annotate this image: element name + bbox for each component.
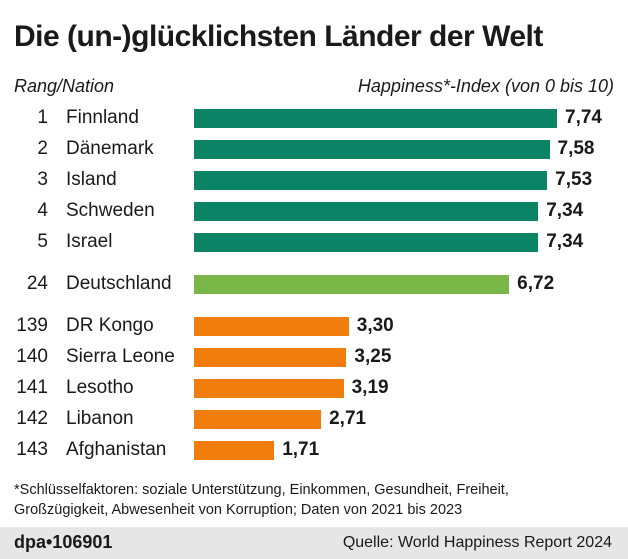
chart-title: Die (un-)glücklichsten Länder der Welt xyxy=(14,20,543,53)
row-header: Rang/Nation xyxy=(14,76,115,96)
nation-label: DR Kongo xyxy=(66,315,154,336)
rank-label: 141 xyxy=(16,377,48,398)
value-label: 7,53 xyxy=(555,169,593,190)
rank-label: 2 xyxy=(37,138,48,159)
value-label: 7,58 xyxy=(557,138,595,159)
nation-label: Libanon xyxy=(66,408,134,429)
nation-label: Israel xyxy=(66,231,113,252)
footnote: *Schlüsselfaktoren: soziale Unterstützun… xyxy=(14,480,509,520)
bar xyxy=(194,139,550,159)
bar xyxy=(194,440,275,460)
footer-band xyxy=(0,527,628,559)
rank-label: 140 xyxy=(16,346,48,367)
rank-label: 1 xyxy=(37,107,48,128)
rank-label: 3 xyxy=(37,169,48,190)
value-label: 3,30 xyxy=(356,315,394,336)
nation-label: Island xyxy=(66,169,117,190)
rank-label: 5 xyxy=(37,231,48,252)
bar xyxy=(194,274,510,294)
nation-label: Afghanistan xyxy=(66,439,167,460)
bar xyxy=(194,347,347,367)
footnote-line: *Schlüsselfaktoren: soziale Unterstützun… xyxy=(14,482,509,498)
value-label: 7,34 xyxy=(546,231,584,252)
value-label: 1,71 xyxy=(282,439,320,460)
bar xyxy=(194,316,349,336)
bar xyxy=(194,232,539,252)
bar xyxy=(194,409,322,429)
rank-label: 142 xyxy=(16,408,48,429)
bar xyxy=(194,170,548,190)
bar xyxy=(194,378,344,398)
rank-label: 139 xyxy=(16,315,48,336)
value-label: 7,74 xyxy=(565,107,602,128)
dpa-credit: dpa•106901 xyxy=(14,532,113,552)
value-label: 3,25 xyxy=(354,346,392,367)
nation-label: Dänemark xyxy=(66,138,154,159)
rank-label: 143 xyxy=(16,439,48,460)
rank-label: 24 xyxy=(26,273,48,294)
bar xyxy=(194,108,557,128)
rank-label: 4 xyxy=(37,200,48,221)
value-label: 3,19 xyxy=(351,377,389,398)
value-label: 7,34 xyxy=(546,200,584,221)
value-label: 2,71 xyxy=(329,408,367,429)
footnote-line: Großzügigkeit, Abwesenheit von Korruptio… xyxy=(14,502,463,518)
value-label: 6,72 xyxy=(517,273,555,294)
value-header: Happiness*-Index (von 0 bis 10) xyxy=(357,76,614,96)
nation-label: Lesotho xyxy=(66,377,134,398)
nation-label: Sierra Leone xyxy=(66,346,175,367)
source: Quelle: World Happiness Report 2024 xyxy=(342,534,612,551)
bar xyxy=(194,201,539,221)
nation-label: Schweden xyxy=(66,200,155,221)
nation-label: Finnland xyxy=(66,107,139,128)
nation-label: Deutschland xyxy=(66,273,172,294)
